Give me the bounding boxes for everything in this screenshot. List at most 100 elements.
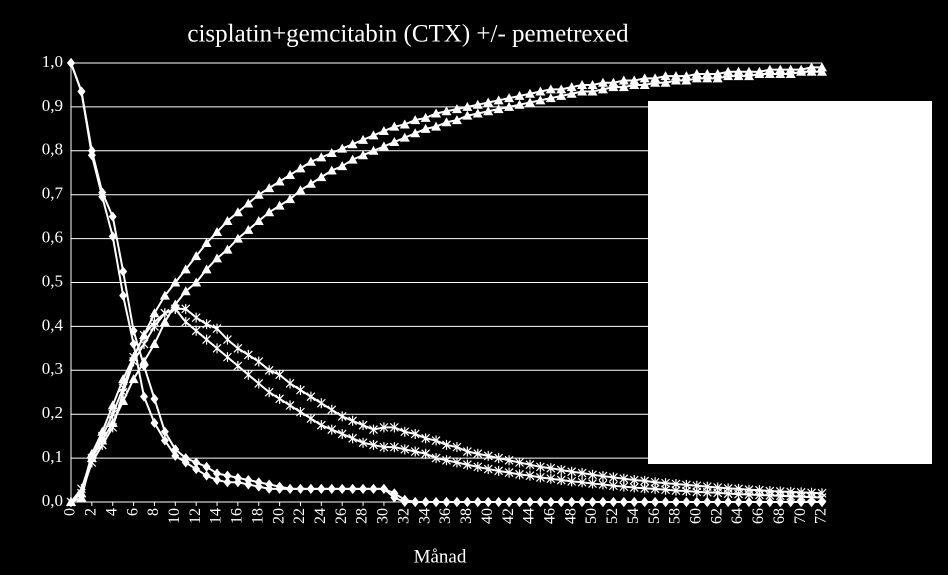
- diamond-marker: [724, 497, 733, 507]
- triangle-marker: [754, 68, 765, 78]
- diamond-marker: [338, 483, 347, 494]
- triangle-marker: [639, 79, 650, 89]
- cross-marker: [421, 448, 431, 459]
- triangle-marker: [97, 426, 108, 436]
- triangle-marker: [566, 88, 577, 98]
- triangle-marker: [316, 172, 327, 182]
- cross-marker: [807, 492, 816, 503]
- triangle-marker: [618, 75, 629, 85]
- cross-marker: [233, 360, 243, 371]
- cross-marker: [713, 487, 723, 498]
- diamond-marker: [442, 497, 451, 507]
- cross-marker: [494, 465, 504, 476]
- cross-marker: [744, 489, 754, 500]
- y-tick-label: 0,9: [42, 96, 63, 115]
- triangle-marker: [170, 277, 181, 287]
- diamond-marker: [692, 497, 701, 507]
- x-tick-label: 22: [291, 508, 308, 524]
- triangle-marker: [347, 154, 358, 164]
- cross-marker: [202, 334, 212, 345]
- cross-marker: [535, 461, 545, 472]
- diamond-marker: [630, 497, 639, 507]
- triangle-marker: [660, 71, 671, 81]
- cross-marker: [567, 476, 577, 487]
- triangle-marker: [337, 161, 348, 171]
- triangle-marker: [431, 108, 442, 118]
- cross-marker: [588, 469, 597, 480]
- cross-marker: [348, 433, 358, 444]
- cross-marker: [358, 437, 368, 448]
- cross-marker: [389, 422, 399, 433]
- cross-marker: [546, 473, 556, 484]
- diamond-marker: [661, 497, 670, 507]
- triangle-marker: [608, 82, 619, 92]
- diamond-marker: [296, 483, 305, 494]
- cross-marker: [494, 453, 504, 464]
- triangle-marker: [358, 150, 369, 160]
- triangle-marker: [545, 93, 556, 103]
- cross-marker: [358, 420, 368, 431]
- diamond-marker: [567, 497, 576, 507]
- cross-marker: [316, 420, 326, 431]
- triangle-marker: [285, 169, 296, 179]
- triangle-marker: [597, 77, 608, 87]
- triangle-marker: [577, 79, 588, 89]
- triangle-marker: [399, 132, 410, 142]
- triangle-marker: [420, 112, 431, 122]
- cross-marker: [306, 391, 316, 402]
- cross-marker: [337, 411, 347, 422]
- triangle-marker: [441, 117, 452, 127]
- x-tick-label: 42: [500, 508, 517, 524]
- cross-marker: [442, 439, 451, 450]
- cross-marker: [483, 464, 493, 475]
- diamond-marker: [202, 470, 211, 481]
- legend-box: [648, 101, 932, 464]
- x-tick-label: 34: [416, 508, 433, 524]
- cross-marker: [619, 481, 629, 492]
- cross-marker: [191, 312, 201, 323]
- x-tick-label: 44: [521, 508, 538, 524]
- triangle-marker: [76, 492, 87, 502]
- triangle-marker: [483, 106, 494, 116]
- cross-marker: [431, 453, 441, 464]
- diamond-marker: [598, 497, 607, 507]
- diamond-marker: [87, 150, 96, 161]
- diamond-marker: [484, 497, 493, 507]
- diamond-marker: [765, 497, 774, 507]
- triangle-marker: [378, 141, 389, 151]
- cross-marker: [296, 385, 305, 396]
- x-tick-label: 18: [249, 508, 266, 524]
- triangle-marker: [264, 183, 275, 193]
- triangle-marker: [222, 216, 233, 226]
- cross-marker: [254, 378, 264, 389]
- triangle-marker: [378, 126, 389, 136]
- triangle-marker: [170, 299, 181, 309]
- cross-marker: [285, 378, 295, 389]
- diamond-marker: [150, 417, 159, 428]
- triangle-marker: [264, 207, 275, 217]
- triangle-marker: [97, 435, 108, 445]
- cross-marker: [629, 482, 639, 493]
- triangle-marker: [577, 86, 588, 96]
- diamond-marker: [703, 497, 712, 507]
- x-tick-label: 36: [437, 508, 454, 524]
- x-tick-label: 0: [62, 508, 79, 516]
- diamond-marker: [609, 497, 618, 507]
- diamond-marker: [67, 58, 75, 68]
- triangle-marker: [128, 374, 139, 384]
- diamond-marker: [327, 483, 336, 494]
- cross-marker: [702, 487, 712, 498]
- diamond-marker: [265, 483, 274, 494]
- diamond-marker: [463, 497, 472, 507]
- x-tick-label: 14: [208, 508, 225, 524]
- triangle-marker: [785, 68, 796, 78]
- x-tick-label: 60: [688, 508, 705, 524]
- y-tick-label: 0,3: [42, 359, 63, 378]
- triangle-marker: [118, 374, 129, 384]
- cross-marker: [577, 477, 587, 488]
- triangle-marker: [639, 73, 650, 83]
- triangle-marker: [566, 82, 577, 92]
- x-tick-label: 30: [375, 508, 392, 524]
- diamond-marker: [348, 483, 357, 494]
- cross-marker: [306, 413, 316, 424]
